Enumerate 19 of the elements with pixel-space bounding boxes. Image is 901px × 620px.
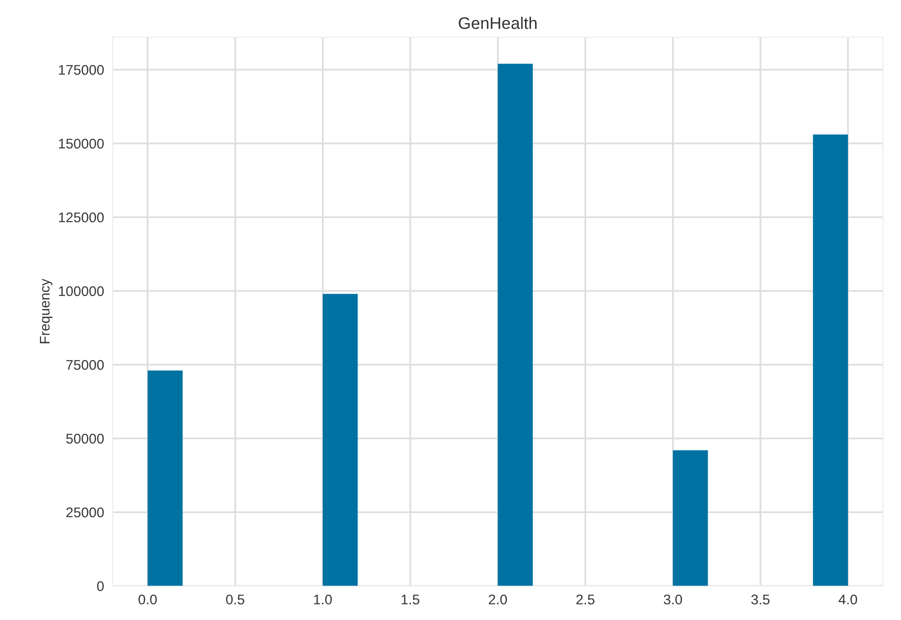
chart-title: GenHealth — [458, 16, 537, 30]
y-tick-label: 175000 — [59, 64, 104, 75]
y-tick-label: 75000 — [66, 360, 104, 370]
x-tick-label: 3.0 — [664, 594, 682, 604]
y-axis-title: Frequency — [40, 278, 52, 344]
y-tick-label: 100000 — [59, 286, 104, 296]
y-tick-label: 25000 — [66, 507, 104, 518]
x-tick-label: 4.0 — [838, 594, 858, 604]
x-tick-label: 3.5 — [751, 594, 770, 604]
y-tick-label: 0 — [97, 581, 104, 592]
x-tick-label: 2.0 — [488, 594, 507, 604]
x-tick-label: 1.5 — [402, 594, 420, 604]
x-tick-label: 0.0 — [138, 594, 157, 604]
x-tick-label: 1.0 — [314, 594, 332, 604]
x-tick-label: 0.5 — [226, 594, 244, 604]
x-tick-label: 2.5 — [576, 594, 594, 604]
y-tick-label: 125000 — [59, 212, 104, 222]
y-tick-label: 50000 — [66, 434, 104, 444]
y-tick-label: 150000 — [59, 138, 104, 149]
